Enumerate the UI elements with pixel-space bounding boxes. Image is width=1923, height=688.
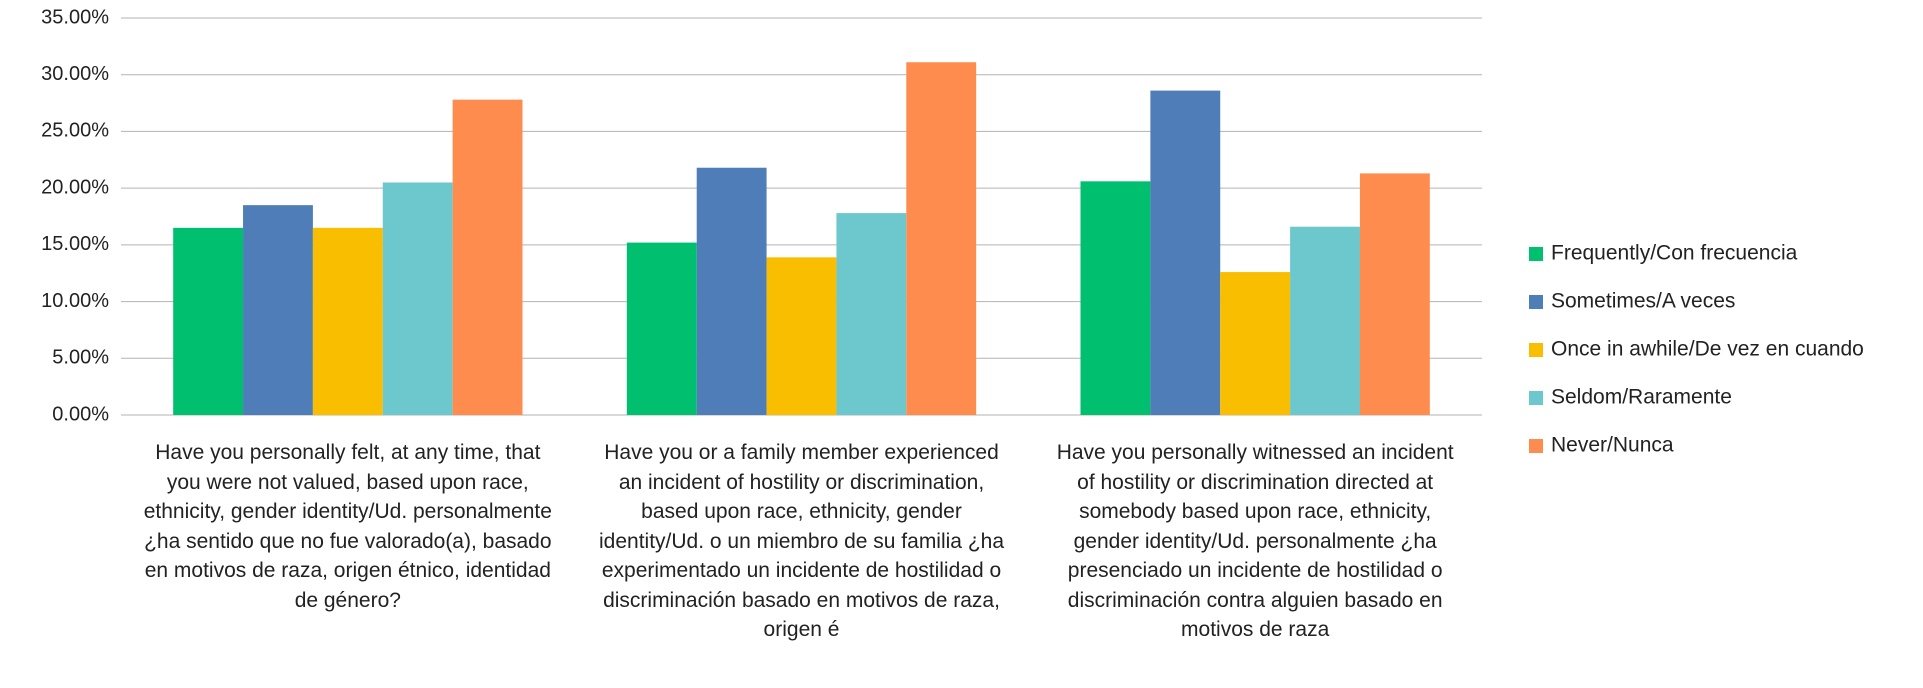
y-tick-label: 10.00% <box>41 290 109 312</box>
y-tick-label: 5.00% <box>52 347 109 369</box>
bar <box>173 227 244 415</box>
bar <box>1220 272 1291 415</box>
x-tick-label: Have you personally witnessed an inciden… <box>1056 441 1454 641</box>
legend-swatch <box>1529 391 1543 405</box>
legend-swatch <box>1529 295 1543 309</box>
bar <box>906 62 977 415</box>
bar <box>1359 173 1430 415</box>
y-tick-label: 20.00% <box>41 176 109 198</box>
legend-label: Seldom/Raramente <box>1551 386 1732 409</box>
legend-label: Never/Nunca <box>1551 434 1674 457</box>
bar <box>1290 226 1360 415</box>
legend-swatch <box>1529 247 1543 261</box>
bar <box>696 167 767 415</box>
legend-label: Sometimes/A veces <box>1551 290 1735 313</box>
bar <box>766 257 837 415</box>
y-tick-label: 15.00% <box>41 233 109 255</box>
y-tick-label: 0.00% <box>52 403 109 425</box>
bar <box>243 205 313 415</box>
legend-label: Once in awhile/De vez en cuando <box>1551 338 1864 361</box>
bar <box>1150 90 1221 415</box>
y-tick-label: 35.00% <box>41 6 109 28</box>
y-tick-label: 30.00% <box>41 63 109 85</box>
legend-swatch <box>1529 343 1543 357</box>
bar <box>1080 181 1151 415</box>
bar <box>312 227 383 415</box>
x-tick-label: Have you personally felt, at any time, t… <box>143 441 552 612</box>
y-tick-label: 25.00% <box>41 120 109 142</box>
bar <box>382 182 453 415</box>
bar <box>452 99 523 415</box>
x-tick-label: Have you or a family member experienced … <box>598 441 1005 641</box>
legend-label: Frequently/Con frecuencia <box>1551 242 1798 265</box>
bar <box>836 213 907 415</box>
bar <box>626 242 697 415</box>
legend-swatch <box>1529 439 1543 453</box>
